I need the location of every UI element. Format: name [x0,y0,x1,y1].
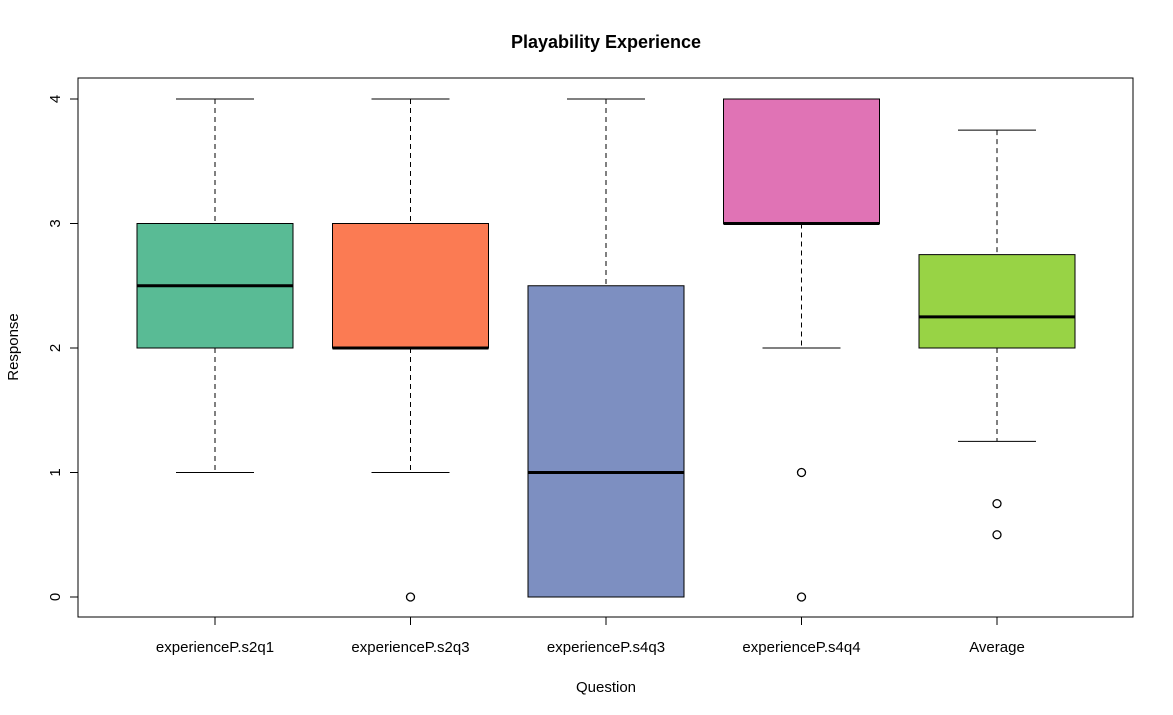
y-axis-label: Response [5,313,22,381]
y-tick-label: 0 [47,593,64,601]
x-tick-label: experienceP.s4q3 [547,639,665,656]
box [527,285,685,598]
y-tick-label: 4 [47,95,64,103]
box [723,98,880,224]
x-axis-label: Question [576,679,636,696]
y-tick-label: 3 [47,219,64,227]
outlier-point [796,592,807,602]
outlier-point [992,498,1002,509]
x-tick-label: experienceP.s4q4 [742,639,860,656]
x-tick-label: experienceP.s2q3 [351,639,469,656]
outlier-point [405,592,416,602]
chart-title: Playability Experience [511,32,701,52]
y-tick-label: 2 [47,344,64,352]
x-tick-label: Average [969,639,1025,656]
chart-marks: 0 1 2 3 4 experienceP.s2q1 experienceP.s2q3 exp… [47,95,1076,656]
box [332,223,489,349]
box [918,254,1076,349]
y-tick-label: 1 [47,468,64,476]
outlier-point [992,530,1002,540]
outlier-point [796,467,807,478]
x-tick-label: experienceP.s2q1 [156,639,274,656]
